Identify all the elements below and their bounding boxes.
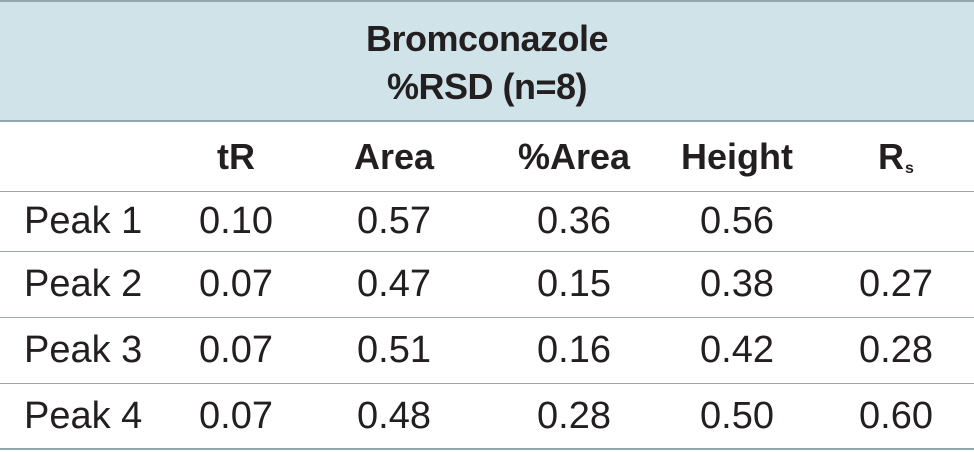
row-label: Peak 4	[24, 394, 143, 437]
row-label: Peak 1	[24, 200, 143, 242]
cell-tr: 0.07	[199, 394, 273, 437]
table-subtitle: %RSD (n=8)	[386, 66, 588, 107]
cell-rs: 0.27	[859, 263, 933, 305]
column-header-label: tR	[217, 135, 255, 177]
cell-area: 0.57	[357, 200, 431, 242]
row-label: Peak 2	[24, 263, 143, 305]
column-header-height: Height	[672, 122, 802, 191]
table-row: Peak 1 0.10 0.57 0.36 0.56	[0, 192, 974, 252]
cell-tr: 0.07	[199, 329, 273, 371]
column-header-label: %Area	[517, 135, 631, 177]
cell-height: 0.38	[700, 263, 774, 305]
cell-percent-area: 0.16	[537, 329, 611, 371]
cell-area: 0.48	[357, 394, 431, 437]
column-header-tr: tR	[178, 122, 294, 191]
table-row: Peak 2 0.07 0.47 0.15 0.38 0.27	[0, 252, 974, 318]
cell-area: 0.51	[357, 329, 431, 371]
cell-rs: 0.28	[859, 329, 933, 371]
table-row: Peak 3 0.07 0.51 0.16 0.42 0.28	[0, 318, 974, 384]
cell-rs	[840, 192, 952, 251]
cell-area: 0.47	[357, 263, 431, 305]
column-header-subscript: s	[905, 159, 914, 177]
column-header-label: Height	[681, 135, 793, 177]
column-header-label: Area	[353, 135, 435, 177]
cell-height: 0.42	[700, 329, 774, 371]
table-title: Bromconazole	[365, 18, 609, 59]
row-label: Peak 3	[24, 329, 143, 371]
table-title-band: Bromconazole %RSD (n=8)	[0, 0, 974, 122]
cell-percent-area: 0.28	[537, 394, 611, 437]
cell-percent-area: 0.36	[537, 200, 611, 242]
cell-tr: 0.10	[199, 200, 273, 242]
column-header-percent-area: %Area	[502, 122, 646, 191]
cell-rs: 0.60	[859, 394, 933, 437]
column-header-area: Area	[332, 122, 456, 191]
cell-height: 0.56	[700, 200, 774, 242]
cell-percent-area: 0.15	[537, 263, 611, 305]
cell-tr: 0.07	[199, 263, 273, 305]
column-header-label: R	[878, 135, 905, 177]
table-row: Peak 4 0.07 0.48 0.28 0.50 0.60	[0, 384, 974, 450]
cell-height: 0.50	[700, 394, 774, 437]
